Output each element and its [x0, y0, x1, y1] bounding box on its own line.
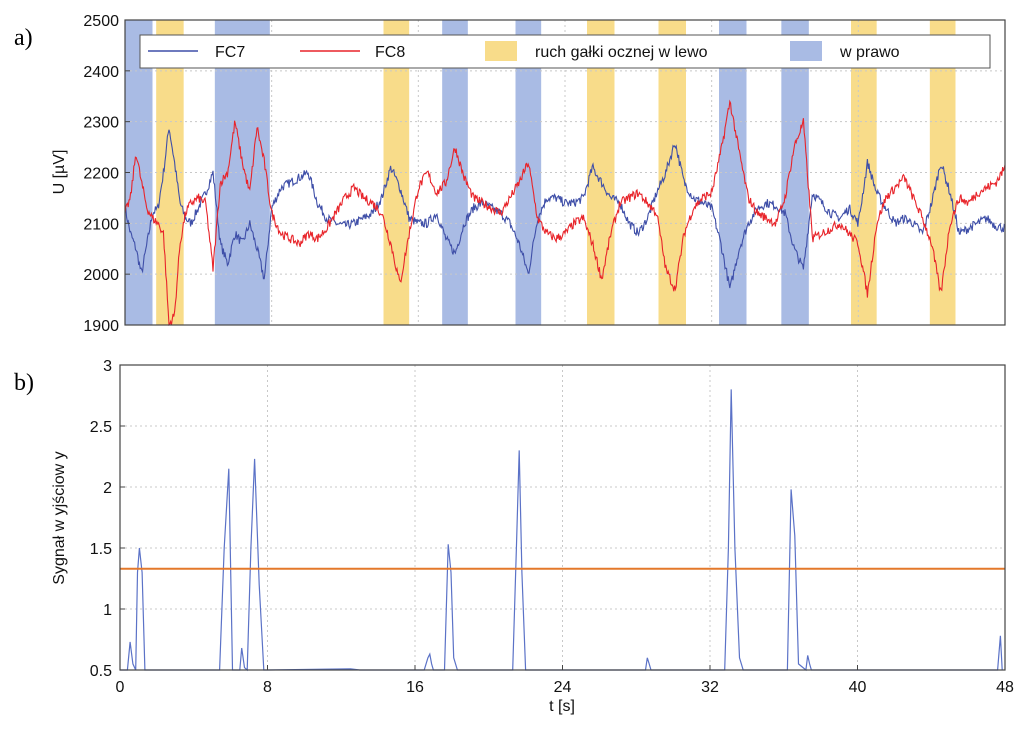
top-legend: FC7 FC8 ruch gałki ocznej w lewo w prawo — [139, 34, 991, 69]
top-y-ticks: 1900 2000 2100 2200 2300 2400 2500 — [83, 13, 130, 335]
bottom-y-tick-label: 1 — [103, 602, 112, 619]
bottom-x-ticks: 0 8 16 24 32 40 48 — [116, 665, 1014, 696]
bottom-x-tick-label: 48 — [996, 679, 1014, 696]
legend-fc7-label: FC7 — [215, 44, 245, 61]
bottom-chart: 0.5 1 1.5 2 2.5 3 0 8 16 24 32 40 48 Sygnał w yjści… — [51, 358, 1014, 715]
top-y-tick-label: 2300 — [83, 115, 119, 132]
legend-right-swatch — [790, 41, 822, 61]
fc8-series-line — [124, 99, 1006, 327]
top-lines — [124, 99, 1006, 327]
top-y-tick-label: 1900 — [83, 318, 119, 335]
bottom-y-axis-label: Sygnał w yjściow y — [51, 451, 68, 584]
bottom-y-ticks: 0.5 1 1.5 2 2.5 3 — [90, 358, 125, 680]
bottom-x-tick-label: 32 — [701, 679, 719, 696]
x-axis-label: t [s] — [549, 698, 575, 715]
bottom-x-tick-label: 40 — [849, 679, 867, 696]
bottom-y-tick-label: 2 — [103, 480, 112, 497]
bottom-y-tick-label: 2.5 — [90, 419, 112, 436]
legend-box — [139, 34, 991, 69]
top-y-tick-label: 2200 — [83, 166, 119, 183]
bottom-y-tick-label: 1.5 — [90, 541, 112, 558]
bottom-x-tick-label: 24 — [554, 679, 572, 696]
top-chart: 1900 2000 2100 2200 2300 2400 2500 U [µV] FC7 … — [51, 13, 1006, 335]
bottom-x-tick-label: 0 — [116, 679, 125, 696]
panel-b-label: b) — [14, 370, 34, 396]
panel-a-label: a) — [14, 25, 33, 51]
top-y-tick-label: 2500 — [83, 13, 119, 30]
bottom-x-tick-label: 8 — [263, 679, 272, 696]
bottom-y-tick-label: 3 — [103, 358, 112, 375]
top-y-axis-label: U [µV] — [51, 150, 68, 195]
bottom-x-tick-label: 16 — [406, 679, 424, 696]
top-y-tick-label: 2100 — [83, 216, 119, 233]
legend-left-swatch — [485, 41, 517, 61]
legend-left-label: ruch gałki ocznej w lewo — [535, 44, 708, 61]
legend-fc8-label: FC8 — [375, 44, 405, 61]
top-y-tick-label: 2000 — [83, 267, 119, 284]
legend-right-label: w prawo — [839, 44, 900, 61]
top-y-tick-label: 2400 — [83, 64, 119, 81]
bottom-y-tick-label: 0.5 — [90, 663, 112, 680]
